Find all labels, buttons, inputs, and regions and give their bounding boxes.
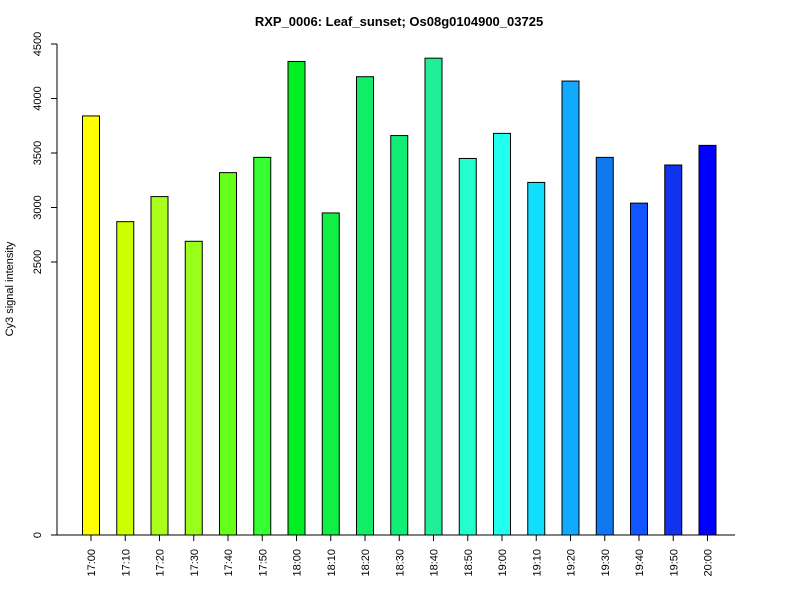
bar-1920 bbox=[562, 81, 579, 535]
bar-1940 bbox=[631, 203, 648, 535]
bar-1850 bbox=[459, 158, 476, 535]
y-tick-label: 4500 bbox=[32, 32, 44, 56]
x-tick-label: 17:00 bbox=[86, 549, 98, 577]
bar-1930 bbox=[596, 157, 613, 535]
x-tick-label: 17:50 bbox=[257, 549, 269, 577]
x-tick-label: 18:00 bbox=[292, 549, 304, 577]
x-tick-label: 17:40 bbox=[223, 549, 235, 577]
x-tick-label: 19:20 bbox=[566, 549, 578, 577]
x-tick-label: 18:50 bbox=[463, 549, 475, 577]
bar-1820 bbox=[357, 77, 374, 535]
y-tick-label: 0 bbox=[32, 532, 44, 538]
bar-1950 bbox=[665, 165, 682, 535]
bars bbox=[83, 58, 717, 535]
bar-1830 bbox=[391, 136, 408, 535]
bar-1730 bbox=[185, 241, 202, 535]
chart-title: RXP_0006: Leaf_sunset; Os08g0104900_0372… bbox=[255, 14, 543, 29]
bar-1700 bbox=[83, 116, 100, 535]
x-tick-label: 17:20 bbox=[155, 549, 167, 577]
bar-1720 bbox=[151, 197, 168, 535]
bar-1800 bbox=[288, 61, 305, 535]
x-tick-label: 18:10 bbox=[326, 549, 338, 577]
bar-1840 bbox=[425, 58, 442, 535]
x-tick-label: 19:40 bbox=[634, 549, 646, 577]
x-tick-label: 18:20 bbox=[360, 549, 372, 577]
x-tick-label: 19:30 bbox=[600, 549, 612, 577]
bar-1740 bbox=[220, 173, 237, 535]
x-tick-label: 18:40 bbox=[429, 549, 441, 577]
bar-1710 bbox=[117, 222, 134, 535]
x-tick-label: 19:00 bbox=[497, 549, 509, 577]
bar-1810 bbox=[322, 213, 339, 535]
x-tick-label: 19:10 bbox=[531, 549, 543, 577]
bar-2000 bbox=[699, 145, 716, 535]
y-tick-label: 2500 bbox=[32, 250, 44, 274]
bar-1900 bbox=[494, 133, 511, 535]
y-axis-label: Cy3 signal intensity bbox=[4, 241, 16, 336]
x-tick-label: 17:30 bbox=[189, 549, 201, 577]
x-tick-label: 20:00 bbox=[703, 549, 715, 577]
y-tick-label: 3000 bbox=[32, 195, 44, 219]
bar-1910 bbox=[528, 182, 545, 535]
x-tick-label: 17:10 bbox=[120, 549, 132, 577]
y-axis-ticks: 0 2500 3000 3500 4000 4500 bbox=[32, 32, 57, 538]
y-tick-label: 4000 bbox=[32, 86, 44, 110]
x-axis-ticks: 17:00 17:10 17:20 17:30 17:40 17:50 18:00 18:10… bbox=[86, 535, 715, 577]
bar-1750 bbox=[254, 157, 271, 535]
x-tick-label: 19:50 bbox=[668, 549, 680, 577]
y-tick-label: 3500 bbox=[32, 141, 44, 165]
x-tick-label: 18:30 bbox=[394, 549, 406, 577]
